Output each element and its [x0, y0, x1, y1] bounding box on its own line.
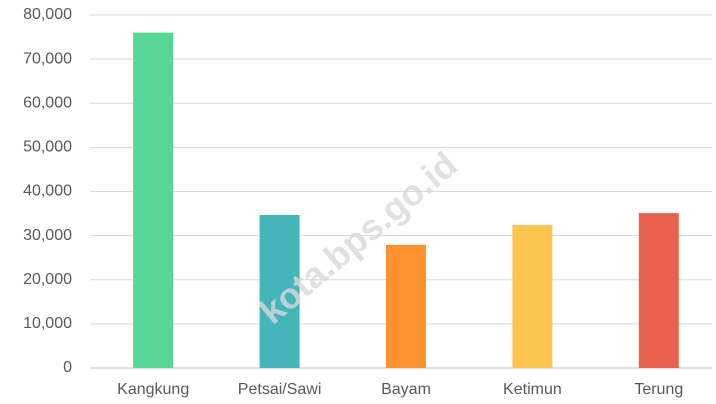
x-tick-label: Kangkung [117, 381, 189, 398]
y-tick-label: 60,000 [23, 94, 72, 111]
y-tick-label: 10,000 [23, 315, 72, 332]
y-tick-label: 50,000 [23, 139, 72, 156]
y-tick-label: 0 [63, 359, 72, 376]
x-tick-label: Bayam [381, 381, 431, 398]
y-tick-label: 70,000 [23, 50, 72, 67]
bar [512, 225, 553, 368]
y-tick-label: 40,000 [23, 183, 72, 200]
bar [638, 213, 679, 368]
bar [259, 214, 300, 368]
bar [133, 32, 174, 369]
x-tick-label: Terung [634, 381, 683, 398]
x-tick-label: Ketimun [503, 381, 562, 398]
x-tick-label: Petsai/Sawi [238, 381, 322, 398]
y-tick-label: 80,000 [23, 6, 72, 23]
y-tick-label: 20,000 [23, 271, 72, 288]
y-tick-label: 30,000 [23, 227, 72, 244]
bar [386, 244, 426, 368]
